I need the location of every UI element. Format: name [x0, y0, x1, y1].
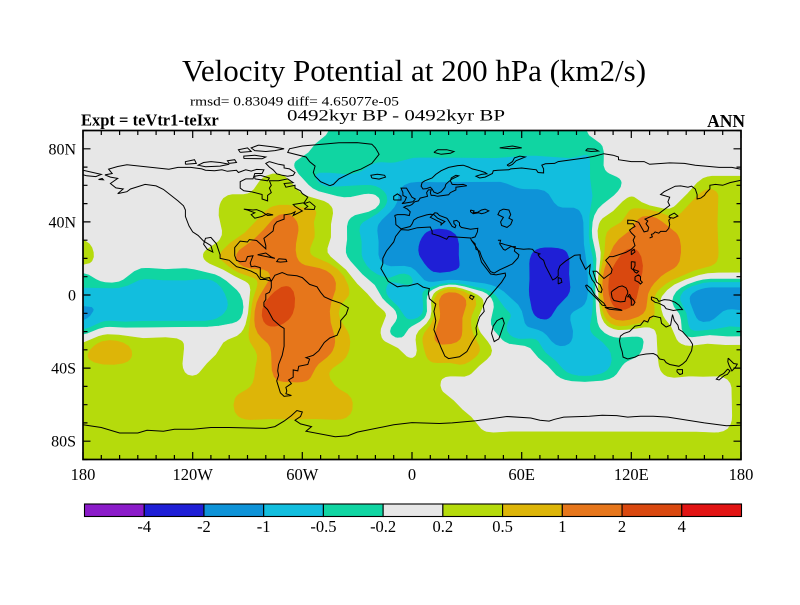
- svg-text:-2: -2: [197, 517, 211, 536]
- svg-text:4: 4: [678, 517, 686, 536]
- svg-text:ANN: ANN: [707, 111, 745, 131]
- svg-text:Velocity Potential at 200 hPa: Velocity Potential at 200 hPa (km2/s): [182, 53, 646, 88]
- svg-text:80S: 80S: [51, 434, 76, 451]
- svg-text:0: 0: [68, 287, 76, 304]
- svg-text:rmsd= 0.83049 diff= 4.65077e-0: rmsd= 0.83049 diff= 4.65077e-05: [190, 95, 399, 109]
- svg-text:120E: 120E: [614, 465, 649, 484]
- svg-text:Expt = teVtr1-teIxr: Expt = teVtr1-teIxr: [81, 111, 219, 130]
- svg-text:0.5: 0.5: [492, 517, 513, 536]
- svg-text:120W: 120W: [173, 465, 214, 484]
- svg-text:-4: -4: [137, 517, 151, 536]
- svg-text:180: 180: [729, 465, 754, 484]
- svg-text:2: 2: [618, 517, 626, 536]
- svg-text:-0.5: -0.5: [310, 517, 336, 536]
- svg-text:180: 180: [71, 465, 96, 484]
- svg-text:60W: 60W: [286, 465, 319, 484]
- svg-text:-1: -1: [257, 517, 271, 536]
- svg-text:1: 1: [558, 517, 566, 536]
- svg-text:-0.2: -0.2: [370, 517, 396, 536]
- svg-text:60E: 60E: [508, 465, 535, 484]
- svg-text:80N: 80N: [48, 141, 76, 158]
- svg-text:0492kyr BP - 0492kyr BP: 0492kyr BP - 0492kyr BP: [287, 108, 505, 125]
- svg-text:0: 0: [408, 465, 416, 484]
- svg-text:40N: 40N: [48, 214, 76, 231]
- svg-text:0.2: 0.2: [433, 517, 454, 536]
- svg-text:40S: 40S: [51, 361, 76, 378]
